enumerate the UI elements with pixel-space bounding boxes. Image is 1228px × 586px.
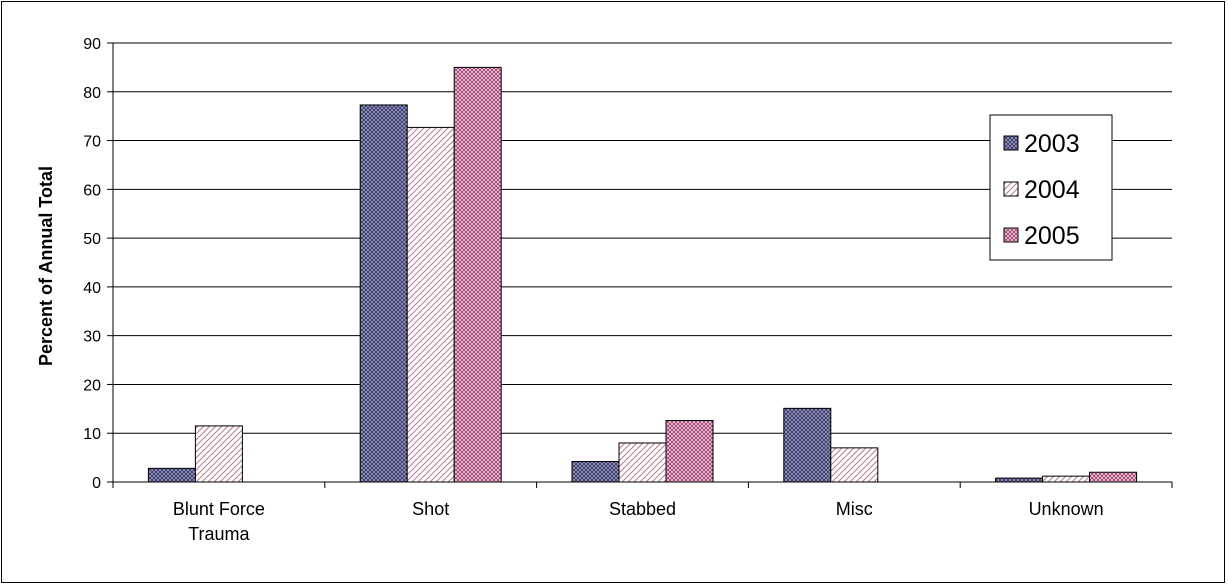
bar-2004: [618, 442, 667, 483]
bar-2005: [1089, 471, 1138, 483]
y-tick-label: 10: [83, 426, 101, 443]
y-tick-label: 0: [92, 475, 101, 492]
bar-2004: [194, 425, 243, 483]
y-tick-label: 80: [83, 85, 101, 102]
legend-label-2004: 2004: [1024, 176, 1080, 204]
bar-2004: [406, 126, 455, 483]
y-tick-label: 90: [83, 36, 101, 53]
bar-2003: [783, 407, 832, 483]
legend-swatch-2004: [1003, 181, 1019, 197]
bar-2003: [571, 461, 620, 483]
axes: [107, 42, 1173, 488]
x-category-label: Stabbed: [609, 499, 676, 519]
bar-2004: [1042, 475, 1091, 483]
y-tick-label: 50: [83, 231, 101, 248]
legend-label-2003: 2003: [1024, 130, 1080, 158]
bar-2003: [995, 477, 1044, 483]
bar-2003: [359, 104, 408, 483]
x-category-label: Blunt Force Trauma: [173, 499, 265, 544]
y-tick-label: 70: [83, 134, 101, 151]
y-tick-label: 60: [83, 182, 101, 199]
tick-labels: 0 10 20 30 40 50 60 70 80 90 Blunt Force Trauma Shot…: [83, 36, 1103, 544]
bar-2003: [147, 467, 196, 483]
y-axis-label: Percent of Annual Total: [36, 166, 56, 366]
x-category-label: Unknown: [1029, 499, 1104, 519]
bar-2004: [830, 447, 879, 483]
y-tick-label: 40: [83, 280, 101, 297]
legend-swatch-2003: [1003, 135, 1019, 151]
x-category-label: Misc: [836, 499, 873, 519]
legend-label-2005: 2005: [1024, 222, 1080, 250]
y-tick-label: 30: [83, 329, 101, 346]
x-category-label: Shot: [412, 499, 449, 519]
bar-2005: [453, 66, 502, 483]
bar-2005: [665, 420, 714, 483]
legend: 2003 2004 2005: [989, 114, 1113, 261]
y-tick-label: 20: [83, 377, 101, 394]
bars: [147, 66, 1138, 483]
legend-swatch-2005: [1003, 227, 1019, 243]
